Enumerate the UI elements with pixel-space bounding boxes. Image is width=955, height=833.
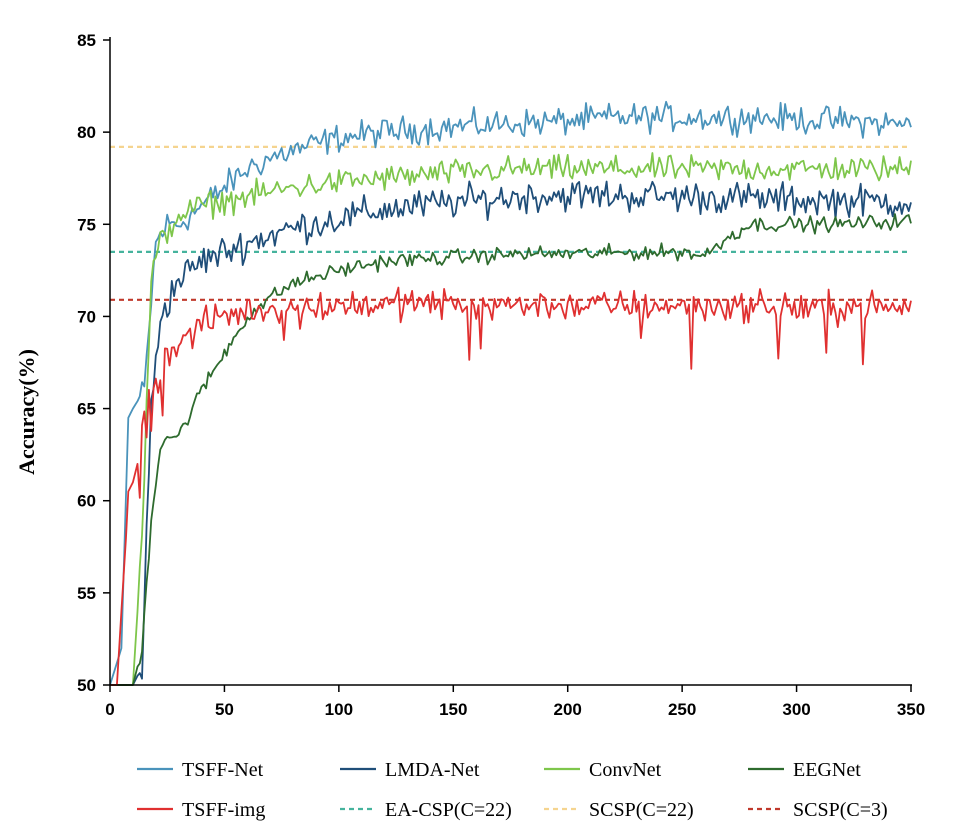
series-line-eegnet — [110, 213, 912, 686]
x-tick-label: 350 — [897, 700, 925, 719]
legend-label: SCSP(C=3) — [793, 799, 888, 821]
legend: TSFF-Net LMDA-Net ConvNet EEGNet TSFF-img EA-… — [137, 759, 888, 821]
legend-label: TSFF-img — [182, 799, 265, 821]
x-tick-label: 0 — [105, 700, 114, 719]
x-tick-label: 200 — [554, 700, 582, 719]
y-axis-title: Accuracy(%) — [14, 349, 39, 475]
y-tick-label: 80 — [77, 123, 96, 142]
y-tick-label: 55 — [77, 584, 96, 603]
series-line-lmda-net — [110, 180, 912, 686]
y-tick-label: 65 — [77, 400, 96, 419]
y-tick-label: 60 — [77, 492, 96, 511]
x-tick-label: 250 — [668, 700, 696, 719]
series-line-tsff-net — [109, 100, 912, 686]
y-tick-label: 75 — [77, 215, 96, 234]
series-group — [109, 100, 912, 686]
legend-label: LMDA-Net — [385, 759, 480, 781]
legend-label: SCSP(C=22) — [589, 799, 694, 821]
x-tick-label: 150 — [439, 700, 467, 719]
y-tick-label: 50 — [77, 676, 96, 695]
series-line-convnet — [110, 152, 912, 686]
legend-label: EEGNet — [793, 759, 861, 781]
y-tick-label: 70 — [77, 307, 96, 326]
x-tick-label: 300 — [782, 700, 810, 719]
x-tick-label: 100 — [325, 700, 353, 719]
series-line-tsff-img — [110, 286, 912, 686]
legend-label: TSFF-Net — [182, 759, 264, 781]
legend-label: EA-CSP(C=22) — [385, 799, 512, 821]
x-tick-label: 50 — [215, 700, 234, 719]
y-tick-label: 85 — [77, 31, 96, 50]
legend-label: ConvNet — [589, 759, 662, 781]
axes: 50 55 60 65 70 75 80 85 0 50 100 150 200 250 300 350 — [77, 31, 925, 719]
